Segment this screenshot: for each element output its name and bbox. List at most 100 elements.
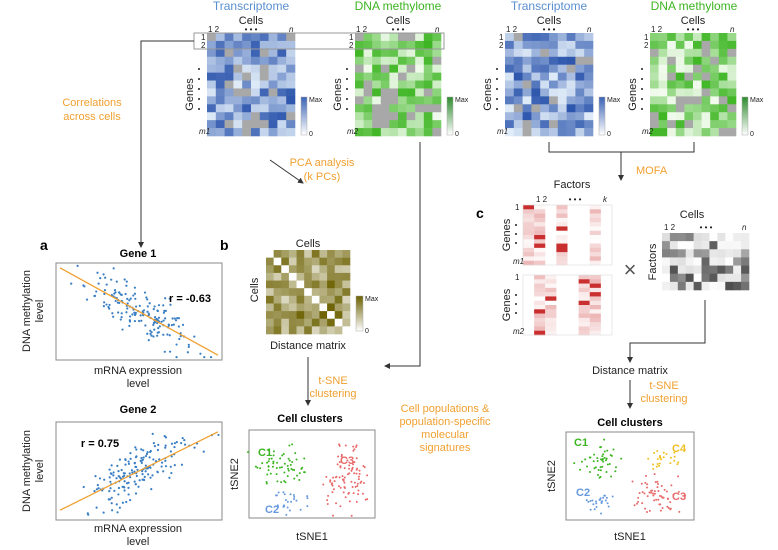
data-point [276, 480, 279, 483]
heatmap-cell [423, 56, 433, 65]
heatmap-cell [334, 303, 343, 312]
data-point [283, 480, 286, 483]
heatmap-cell [513, 48, 523, 58]
heatmap-cell [650, 88, 659, 97]
heatmap-cell [273, 257, 282, 266]
heatmap-cell [667, 80, 677, 89]
heatmap-cell [701, 48, 711, 58]
heatmap-cell [363, 104, 373, 113]
row-dot [496, 108, 498, 110]
heatmap-cell [380, 48, 390, 58]
heatmap-cell [288, 288, 297, 297]
data-point [602, 460, 605, 463]
heatmap-cell [259, 56, 269, 65]
heatmap-cell [658, 120, 668, 129]
heatmap-cell [727, 88, 737, 97]
heatmap-cell [556, 260, 568, 266]
heatmap-cell [693, 33, 702, 42]
data-point [133, 461, 137, 464]
data-point [277, 491, 280, 494]
heatmap-cell [363, 128, 373, 137]
heatmap-cell [741, 257, 750, 266]
heatmap-cell [327, 250, 336, 258]
heatmap-cell [658, 88, 668, 97]
heatmap-cell [693, 80, 702, 89]
heatmap-cell [725, 233, 734, 242]
data-point [108, 498, 112, 501]
data-point [643, 492, 646, 495]
data-point [173, 463, 176, 467]
data-point [133, 470, 136, 473]
heatmap-cell [589, 252, 601, 257]
data-point [110, 502, 113, 505]
heatmap-cell [669, 281, 679, 291]
data-point [291, 443, 294, 446]
heatmap-cell [534, 205, 546, 210]
heatmap-cell [215, 96, 225, 105]
data-point [272, 450, 275, 453]
data-point [353, 448, 356, 451]
heatmap-cell [531, 48, 541, 58]
data-point [141, 478, 144, 481]
data-point [123, 480, 126, 483]
data-point [656, 462, 659, 465]
data-point [272, 460, 275, 463]
heatmap-cell [523, 256, 535, 262]
heatmap-cell [513, 96, 523, 105]
heatmap-cell [432, 64, 442, 73]
data-point [276, 461, 279, 464]
data-point [599, 497, 602, 500]
heatmap-cell [389, 56, 399, 65]
heatmap-cell [319, 295, 328, 304]
heatmap-cell [584, 112, 594, 121]
data-point [254, 465, 257, 468]
data-point [289, 463, 292, 466]
heatmap-cell [709, 257, 718, 266]
heatmap-cell [727, 56, 737, 65]
heatmap-cell [685, 281, 694, 291]
data-point [146, 451, 149, 454]
heatmap-cell [505, 80, 515, 89]
heatmap-cell [523, 205, 535, 210]
heatmap-cell [589, 330, 601, 336]
data-point [128, 299, 131, 302]
data-point [331, 491, 334, 494]
data-point [129, 297, 132, 300]
heatmap-cell [557, 56, 567, 65]
heatmap-cell [505, 128, 515, 137]
data-point [146, 332, 149, 335]
heatmap-cell [589, 213, 601, 219]
heatmap-cell [669, 273, 679, 283]
heatmap-cell [389, 128, 399, 137]
data-point [97, 282, 100, 285]
heatmap-cell [589, 275, 601, 280]
heatmap-cell [556, 222, 568, 227]
data-point [115, 477, 118, 480]
heatmap-cell [566, 96, 576, 105]
data-point [272, 454, 275, 457]
data-point [591, 499, 594, 502]
heatmap-cell [685, 273, 694, 283]
data-point [287, 469, 290, 472]
heatmap-cell [311, 318, 320, 327]
heatmap-cell [534, 217, 546, 223]
heatmap-cell [534, 309, 546, 314]
heatmap-cell [522, 96, 532, 105]
heatmap-cell [531, 120, 541, 129]
data-point [666, 505, 669, 508]
heatmap-cell [534, 230, 546, 236]
data-point [105, 303, 108, 306]
heatmap-cell [288, 311, 297, 320]
data-point [169, 450, 172, 453]
heatmap-cell [693, 265, 702, 275]
data-point [140, 461, 143, 464]
heatmap-cell [380, 104, 390, 113]
data-point [290, 467, 293, 470]
heatmap-cell [718, 48, 728, 58]
data-point [356, 482, 359, 485]
data-point [152, 323, 155, 327]
heatmap-cell [233, 48, 243, 58]
heatmap-cell [589, 247, 601, 253]
heatmap-cell [286, 33, 296, 42]
data-point [357, 478, 360, 481]
